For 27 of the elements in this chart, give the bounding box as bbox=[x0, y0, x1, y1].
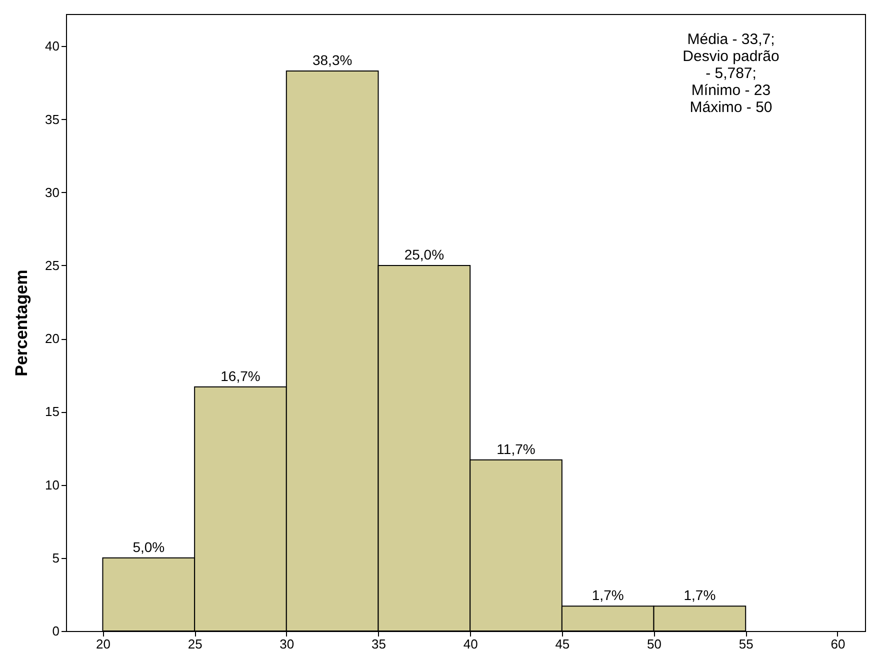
data-label: 5,0% bbox=[132, 538, 165, 555]
data-label: 1,7% bbox=[684, 587, 716, 604]
y-tick-label: 40 bbox=[45, 38, 60, 54]
x-tick-label: 20 bbox=[96, 636, 110, 652]
data-label: 25,0% bbox=[404, 246, 444, 262]
y-tick-label: 15 bbox=[45, 404, 60, 420]
x-tick-label: 55 bbox=[738, 636, 754, 652]
annotation: Média - 33,7; Desvio padrão - 5,787; Mínimo - 23 Máximo - 50 bbox=[682, 31, 780, 116]
y-tick-label: 25 bbox=[45, 258, 60, 273]
x-tick-label: 25 bbox=[188, 636, 202, 652]
y-axis-title: Percentagem bbox=[12, 270, 32, 376]
x-tick-label: 60 bbox=[830, 636, 846, 652]
x-tick-label: 35 bbox=[372, 636, 386, 652]
data-label: 38,3% bbox=[312, 52, 352, 68]
data-label: 1,7% bbox=[592, 587, 624, 604]
y-tick-label: 10 bbox=[45, 477, 60, 492]
y-tick-label: 30 bbox=[45, 184, 60, 200]
data-label: 11,7% bbox=[496, 440, 536, 457]
x-tick-label: 45 bbox=[555, 636, 570, 652]
x-tick-label: 40 bbox=[463, 636, 478, 652]
x-tick-label: 30 bbox=[280, 636, 294, 652]
data-label: 16,7% bbox=[220, 368, 260, 384]
y-tick-label: 5 bbox=[52, 550, 60, 566]
y-tick-label: 0 bbox=[52, 624, 60, 638]
y-tick-label: 20 bbox=[45, 331, 60, 346]
x-tick-label: 50 bbox=[647, 636, 662, 652]
y-tick-label: 35 bbox=[45, 112, 60, 127]
